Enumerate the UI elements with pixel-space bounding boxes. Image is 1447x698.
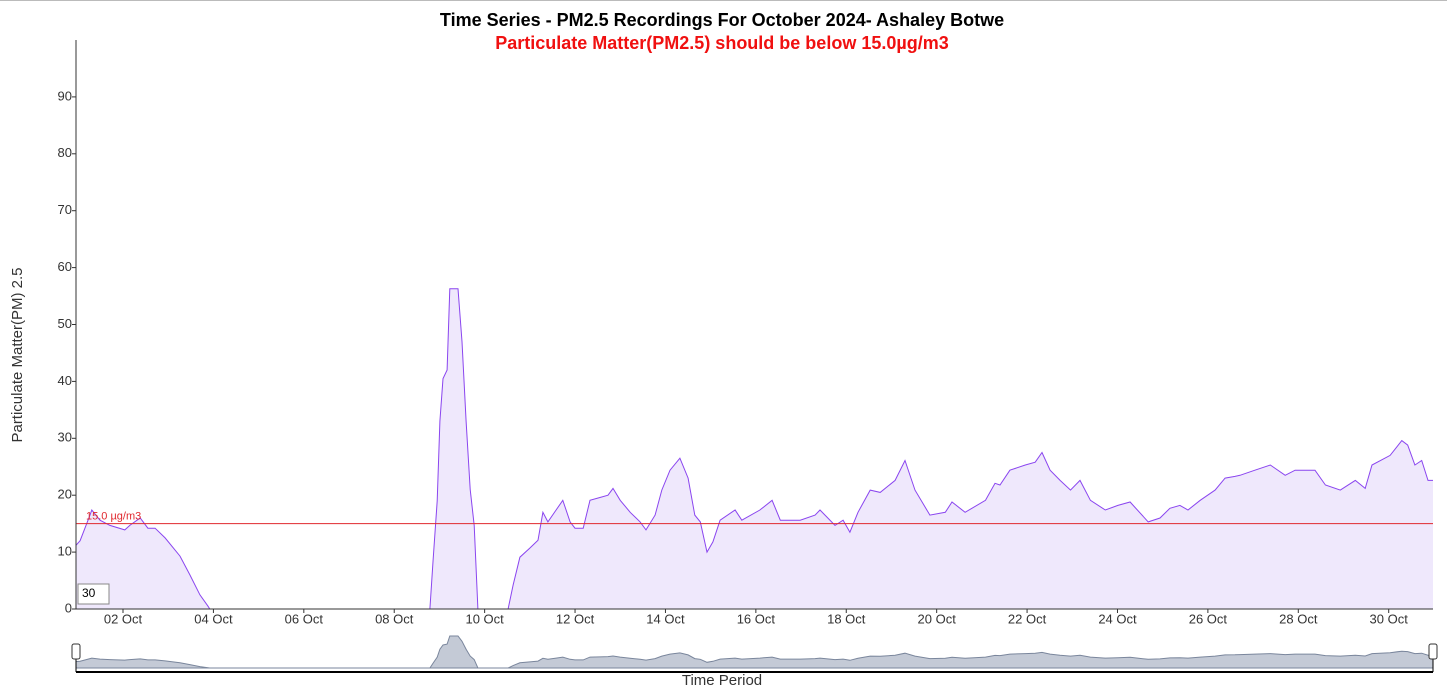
- range-handle: [1428, 643, 1438, 660]
- y-tick-label: 80: [58, 145, 72, 160]
- range-handle: [71, 643, 81, 660]
- line: [75, 288, 1433, 610]
- x-tick-label: 08 Oct: [375, 611, 414, 626]
- x-tick-label: 10 Oct: [465, 611, 504, 626]
- x-tick-label: 04 Oct: [194, 611, 233, 626]
- x-tick-label: 30 Oct: [1370, 611, 1409, 626]
- roll-period-box: [77, 583, 110, 605]
- x-tick-label: 16 Oct: [737, 611, 776, 626]
- x-tick-label: 22 Oct: [1008, 611, 1047, 626]
- y-axis-label: Particulate Matter(PM) 2.5: [9, 267, 26, 442]
- x-axis-label: Time Period: [682, 672, 762, 689]
- x-tick-label: 26 Oct: [1189, 611, 1228, 626]
- x-tick-label: 28 Oct: [1279, 611, 1318, 626]
- y-tick-label: 90: [58, 88, 72, 103]
- x-tick-label: 06 Oct: [285, 611, 324, 626]
- x-tick-label: 24 Oct: [1098, 611, 1137, 626]
- chart-subtitle: Particulate Matter(PM2.5) should be belo…: [495, 33, 948, 53]
- y-tick-label: 50: [58, 316, 72, 331]
- y-tick-label: 60: [58, 259, 72, 274]
- x-tick-label: 20 Oct: [918, 611, 957, 626]
- threshold-label: 15.0 µg/m3: [86, 511, 141, 523]
- y-tick-label: 10: [58, 544, 72, 559]
- y-tick-label: 20: [58, 487, 72, 502]
- x-tick-label: 18 Oct: [827, 611, 866, 626]
- area: [76, 288, 1433, 609]
- y-tick-label: 0: [65, 600, 72, 615]
- chart-title: Time Series - PM2.5 Recordings For Octob…: [440, 10, 1004, 30]
- x-tick-label: 14 Oct: [646, 611, 685, 626]
- range-selector-area: [75, 635, 1434, 669]
- y-tick-label: 30: [58, 430, 72, 445]
- roll-period: 30: [82, 586, 96, 600]
- y-tick-label: 70: [58, 202, 72, 217]
- x-tick-label: 12 Oct: [556, 611, 595, 626]
- x-tick-label: 02 Oct: [104, 611, 143, 626]
- y-tick-label: 40: [58, 373, 72, 388]
